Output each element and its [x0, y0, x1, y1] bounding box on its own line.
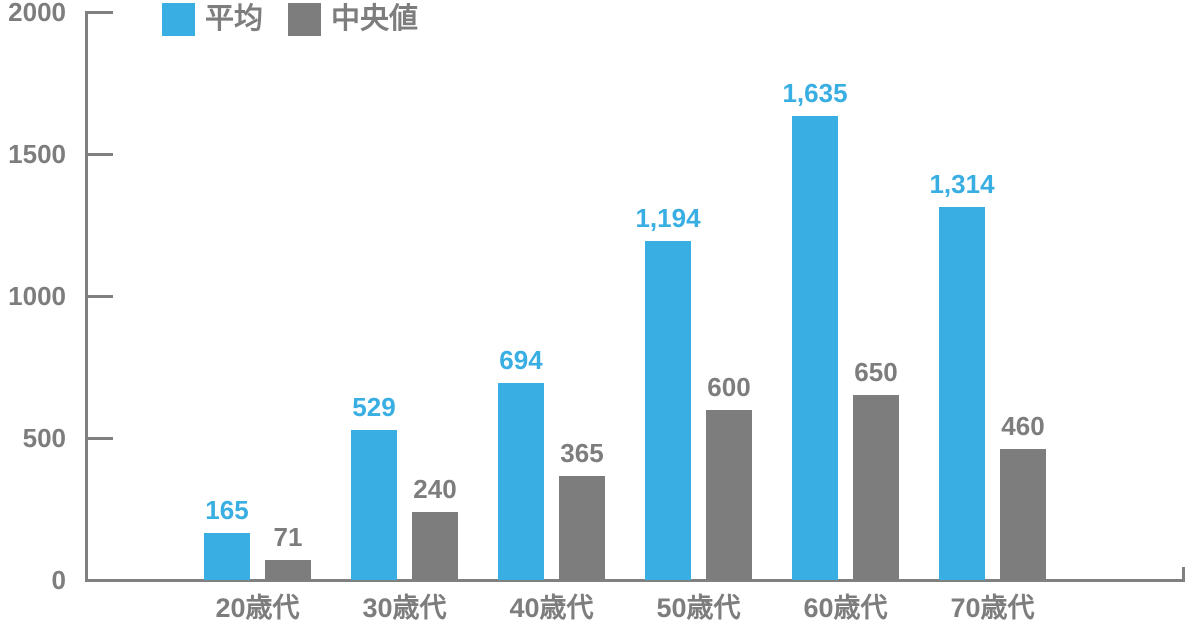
bar-value-label-average-5: 1,635 — [782, 78, 848, 108]
bar-value-label-median-5: 650 — [854, 357, 898, 387]
bar-median-1 — [265, 560, 311, 580]
bar-value-label-average-4: 1,194 — [635, 203, 701, 233]
bar-value-label-median-1: 71 — [273, 522, 303, 552]
bar-value-label-average-3: 694 — [499, 345, 543, 375]
y-axis-tick-label: 0 — [51, 565, 66, 595]
legend-item-median: 中央値 — [288, 3, 418, 36]
y-axis-tick-label: 1000 — [8, 281, 66, 311]
y-axis-tick-label: 500 — [22, 423, 66, 453]
bar-median-3 — [559, 476, 605, 580]
bar-value-label-median-2: 240 — [413, 474, 457, 504]
legend: 平均 中央値 — [162, 3, 418, 36]
bar-median-6 — [1000, 449, 1046, 580]
axis-right-stub — [1182, 567, 1185, 581]
y-axis-tick — [85, 295, 113, 298]
category-label-3: 40歳代 — [509, 593, 594, 623]
category-label-4: 50歳代 — [656, 593, 741, 623]
bar-value-label-average-6: 1,314 — [929, 169, 995, 199]
legend-swatch-average-icon — [162, 3, 195, 36]
bar-median-4 — [706, 410, 752, 580]
bar-value-label-average-2: 529 — [352, 392, 396, 422]
bar-median-2 — [412, 512, 458, 580]
bar-average-1 — [204, 533, 250, 580]
category-label-6: 70歳代 — [950, 593, 1035, 623]
category-label-5: 60歳代 — [803, 593, 888, 623]
bar-median-5 — [853, 395, 899, 580]
legend-item-average: 平均 — [162, 3, 263, 36]
legend-label-average: 平均 — [205, 3, 264, 35]
y-axis-tick-label: 2000 — [8, 0, 66, 27]
legend-swatch-median-icon — [288, 3, 322, 36]
y-axis-tick — [85, 153, 113, 156]
bar-average-2 — [351, 430, 397, 580]
bar-average-6 — [939, 207, 985, 580]
bar-value-label-median-6: 460 — [1001, 411, 1045, 441]
legend-label-median: 中央値 — [331, 3, 419, 35]
bar-average-5 — [792, 116, 838, 580]
bar-average-4 — [645, 241, 691, 580]
bar-value-label-median-3: 365 — [560, 438, 604, 468]
category-label-2: 30歳代 — [362, 593, 447, 623]
bar-average-3 — [498, 383, 544, 580]
bar-value-label-average-1: 165 — [205, 495, 249, 525]
x-axis-line — [85, 579, 1185, 582]
y-axis-tick — [85, 11, 113, 14]
y-axis-tick — [85, 579, 113, 582]
category-label-1: 20歳代 — [215, 593, 300, 623]
y-axis-tick-label: 1500 — [8, 139, 66, 169]
y-axis-tick — [85, 437, 113, 440]
bar-value-label-median-4: 600 — [707, 372, 751, 402]
